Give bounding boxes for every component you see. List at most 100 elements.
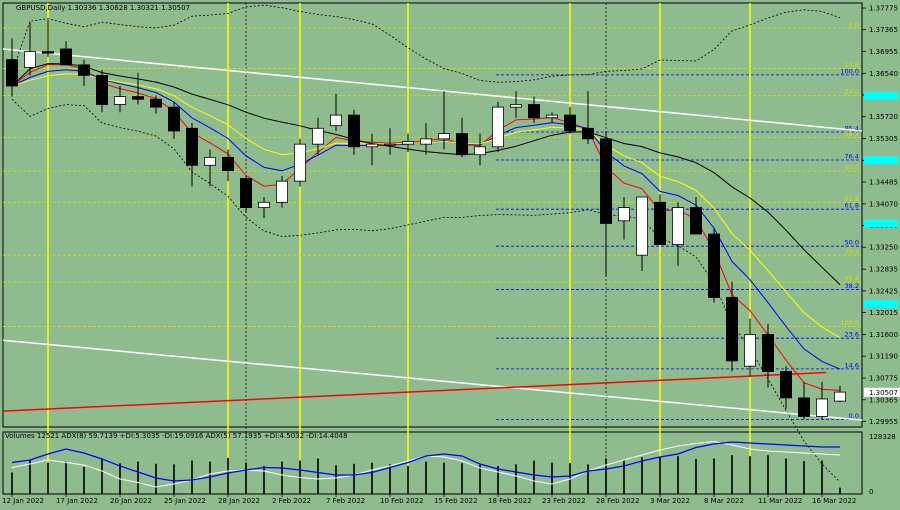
time-tick-label: 7 Feb 2022 <box>326 497 365 505</box>
bull-candle <box>276 180 288 203</box>
bear-candle <box>132 96 144 100</box>
bear-candle <box>726 297 738 362</box>
time-tick-label: 15 Feb 2022 <box>434 497 478 505</box>
volume-bar <box>425 461 427 494</box>
price-tick-label: 1.34070 <box>869 200 898 208</box>
fib-label-blue: 23.6 <box>845 331 859 339</box>
time-tick-label: 16 Mar 2022 <box>812 497 856 505</box>
volume-bar <box>389 464 391 494</box>
fib-label-yellow: 50.0 <box>845 164 859 172</box>
price-tick-label: 1.34485 <box>869 178 898 186</box>
volume-bar <box>587 464 589 494</box>
volume-bar <box>317 458 319 494</box>
chart-header: GBPUSD,Daily 1.30336 1.30628 1.30321 1.3… <box>16 4 190 12</box>
envelope-bands <box>11 4 841 483</box>
time-tick-label: 25 Jan 2022 <box>164 497 206 505</box>
bull-candle <box>294 143 306 182</box>
bull-candle <box>618 207 630 222</box>
fib-label-yellow: 14.6 <box>845 61 859 69</box>
bear-candle <box>600 138 612 224</box>
time-tick-label: 10 Feb 2022 <box>380 497 424 505</box>
bull-candle <box>744 334 756 367</box>
bull-candle <box>438 133 450 140</box>
fib-label-yellow: 61.8 <box>845 195 859 203</box>
bear-candle <box>96 75 108 105</box>
price-tick-label: 1.31190 <box>869 353 898 361</box>
price-tick-label: 1.36540 <box>869 70 898 78</box>
volume-bar <box>65 461 67 494</box>
price-panel-frame <box>2 2 863 428</box>
bull-candle <box>402 141 414 145</box>
fib-label-blue: 76.4 <box>845 153 859 161</box>
fib-label-blue: 14.6 <box>845 361 859 369</box>
time-tick-label: 12 Jan 2022 <box>2 497 44 505</box>
time-tick-label: 8 Mar 2022 <box>704 497 744 505</box>
volume-bar <box>623 460 625 494</box>
price-tick-label: 1.37365 <box>869 26 898 34</box>
volume-bar <box>767 455 769 494</box>
bear-candle <box>168 106 180 132</box>
price-axis: 1.377751.373651.369551.365401.361301.357… <box>862 5 900 426</box>
upper-band <box>11 4 841 83</box>
volume-bar <box>137 461 139 494</box>
bear-candle <box>78 64 90 76</box>
volume-bar <box>281 461 283 494</box>
volume-bar <box>713 458 715 494</box>
volume-bar <box>461 463 463 494</box>
volume-scale-label: 128328 <box>869 433 896 441</box>
bull-candle <box>546 114 558 119</box>
volume-bar <box>785 458 787 494</box>
bull-candle <box>384 143 396 146</box>
time-axis: 12 Jan 2022 17 Jan 2022 20 Jan 2022 25 Jan … <box>2 494 856 505</box>
bear-candle <box>6 59 18 87</box>
bear-candle <box>708 233 720 298</box>
fib-label-yellow: 100.0 <box>840 319 859 327</box>
volume-bar <box>731 455 733 494</box>
cyan-price-tag <box>864 219 898 228</box>
lower-channel-line <box>2 339 863 421</box>
price-tick-label: 1.35720 <box>869 113 898 121</box>
volume-bar <box>353 463 355 494</box>
volume-bar <box>821 460 823 494</box>
time-tick-label: 23 Feb 2022 <box>542 497 586 505</box>
bull-candle <box>24 51 36 68</box>
volume-bar <box>677 456 679 494</box>
fib-label-blue: 61.8 <box>845 202 859 210</box>
fib-label-yellow: 38.2 <box>845 130 859 138</box>
cyan-price-tag <box>864 299 898 308</box>
volume-bar <box>47 462 49 494</box>
bear-candle <box>762 334 774 372</box>
price-tick-label: 1.29955 <box>869 418 898 426</box>
bull-candle <box>636 196 648 256</box>
bull-candle <box>816 398 828 417</box>
candlesticks <box>6 19 846 420</box>
volume-bar <box>641 457 643 494</box>
price-tick-label: 1.35305 <box>869 135 898 143</box>
volume-bar <box>209 461 211 494</box>
fib-label-yellow: 23.6 <box>845 88 859 96</box>
volume-bar <box>101 458 103 494</box>
bear-candle <box>42 51 54 54</box>
bull-candle <box>672 207 684 246</box>
bull-candle <box>330 114 342 127</box>
volume-bar <box>551 462 553 494</box>
volume-bar <box>371 462 373 494</box>
fib-label-blue: 85.4 <box>845 124 859 132</box>
current-price-label: 1.30507 <box>869 389 898 397</box>
bear-candle <box>798 397 810 417</box>
time-tick-label: 18 Feb 2022 <box>488 497 532 505</box>
bear-candle <box>240 178 252 208</box>
bull-candle <box>510 104 522 108</box>
volume-bar <box>173 464 175 494</box>
price-tick-label: 1.32425 <box>869 287 898 295</box>
bull-candle <box>204 156 216 166</box>
bear-candle <box>780 371 792 399</box>
bull-candle <box>474 146 486 156</box>
price-tick-label: 1.30365 <box>869 396 898 404</box>
current-price-tag <box>864 387 900 397</box>
adx-blue-line <box>11 441 840 482</box>
bear-candle <box>60 48 72 66</box>
volume-bar <box>803 461 805 494</box>
